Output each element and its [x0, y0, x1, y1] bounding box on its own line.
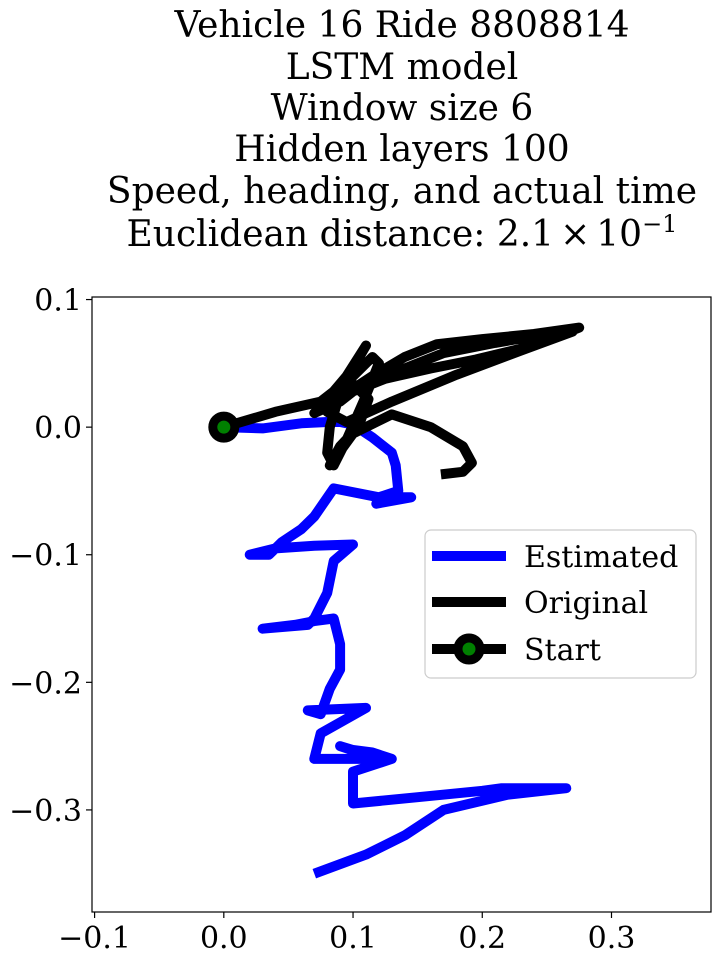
- x-tick-label: −0.1: [58, 921, 131, 956]
- start-marker: [208, 411, 240, 443]
- title-line-1: Vehicle 16 Ride 8808814: [173, 5, 629, 46]
- legend: Estimated Original Start: [424, 529, 697, 679]
- title-line-6: Euclidean distance: 2.1 × 10−1: [127, 210, 678, 255]
- y-tick-label: −0.2: [9, 666, 82, 701]
- series-line-estimated: [223, 417, 572, 879]
- legend-box: [424, 529, 697, 679]
- series-line-original: [222, 322, 585, 480]
- y-tick-label: 0.1: [34, 284, 82, 319]
- plot-area: [91, 296, 712, 913]
- legend-label-estimated: Estimated: [524, 540, 678, 575]
- title-line-2: LSTM model: [286, 47, 519, 88]
- y-tick-label: 0.0: [34, 411, 82, 446]
- y-tick-label: −0.1: [9, 539, 82, 574]
- plot-frame: [91, 296, 712, 913]
- title-line-5: Speed, heading, and actual time: [107, 171, 697, 212]
- title-metric-exponent: −1: [642, 210, 677, 238]
- x-tick-label: 0.3: [588, 921, 636, 956]
- legend-label-start: Start: [524, 633, 601, 668]
- y-axis: 0.1 0.0 −0.1 −0.2 −0.3: [9, 284, 92, 829]
- start-layer: [208, 411, 240, 443]
- y-tick-label: −0.3: [9, 794, 82, 829]
- x-tick-label: 0.1: [329, 921, 377, 956]
- series-layer: [222, 322, 585, 879]
- title-line-3: Window size 6: [271, 88, 534, 129]
- x-tick-label: 0.2: [458, 921, 506, 956]
- title-metric-prefix: Euclidean distance: 2.1: [127, 214, 555, 255]
- x-axis: −0.1 0.0 0.1 0.2 0.3: [58, 912, 635, 956]
- x-tick-label: 0.0: [200, 921, 248, 956]
- title-line-4: Hidden layers 100: [234, 129, 569, 170]
- legend-swatch-start-marker: [453, 633, 485, 665]
- title-metric-base: 10: [596, 214, 642, 255]
- title-metric-times: ×: [560, 214, 590, 255]
- chart-title: Vehicle 16 Ride 8808814 LSTM model Windo…: [107, 5, 697, 255]
- legend-label-original: Original: [524, 586, 648, 621]
